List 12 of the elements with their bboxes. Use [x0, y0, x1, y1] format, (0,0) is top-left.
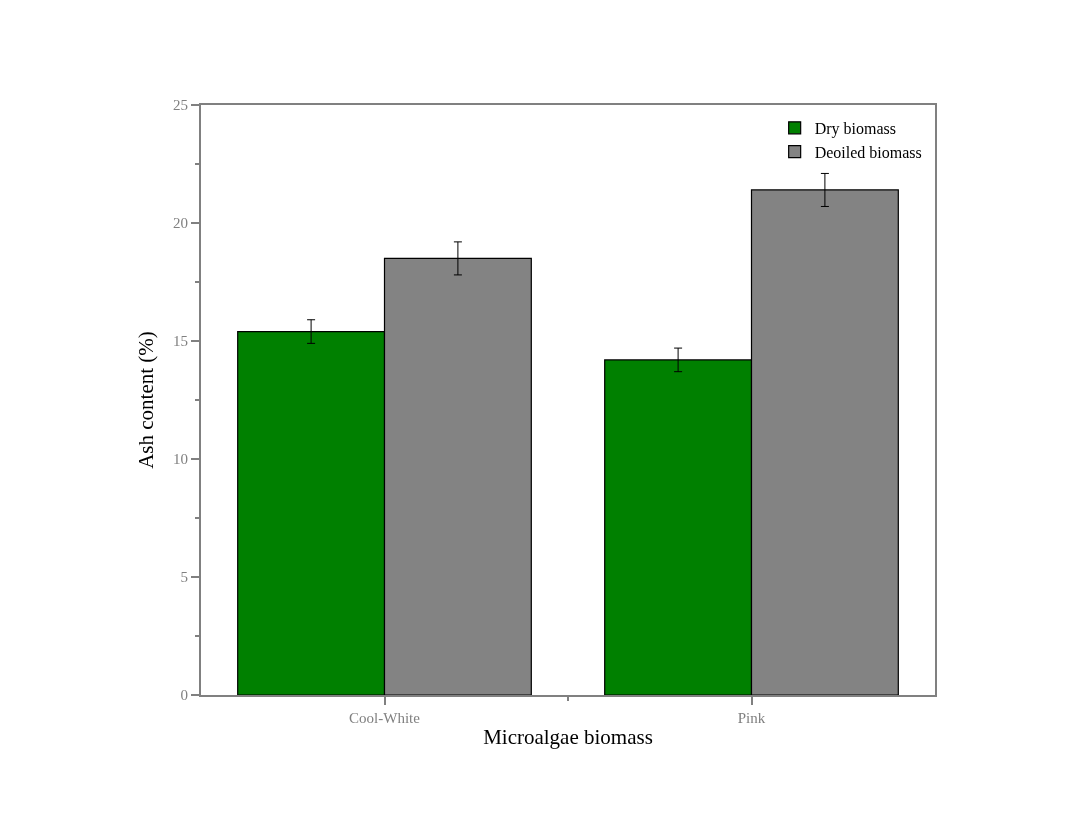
x-tick-label: Pink [737, 710, 766, 726]
y-tick-label: 25 [173, 97, 188, 114]
y-tick-label: 0 [180, 687, 188, 704]
y-tick-label: 20 [173, 215, 188, 232]
legend-label: Dry biomass [814, 120, 896, 139]
y-tick-label: 5 [180, 569, 188, 586]
y-axis-title: Ash content (%) [133, 331, 158, 469]
legend-label: Deoiled biomass [814, 143, 922, 161]
x-tick-label: Cool-White [349, 710, 421, 726]
x-axis-title: Microalgae biomass [483, 724, 653, 749]
y-tick-label: 10 [173, 451, 188, 468]
y-tick-label: 15 [173, 333, 188, 350]
